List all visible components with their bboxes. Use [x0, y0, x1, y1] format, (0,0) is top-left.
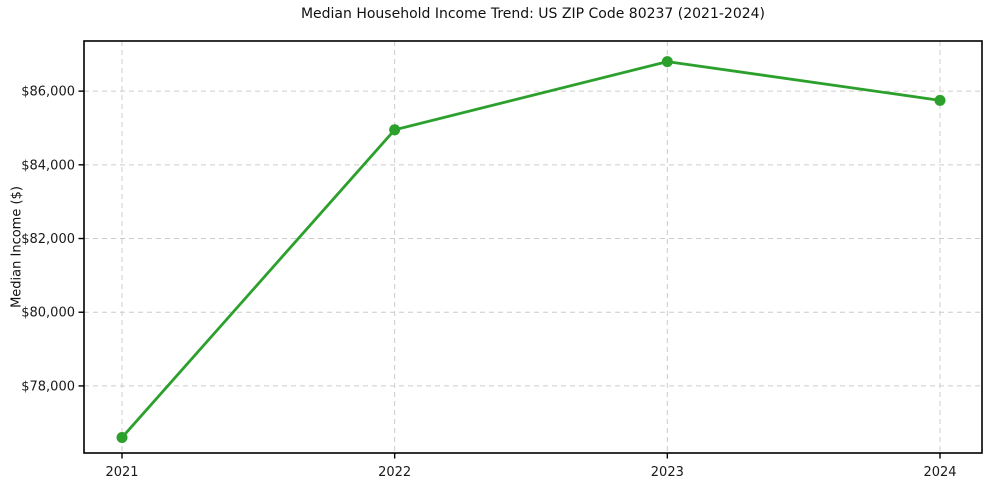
x-tick-label: 2024	[923, 465, 956, 480]
trend-line	[120, 60, 942, 439]
x-tick-label: 2023	[651, 465, 684, 480]
x-tick-label: 2021	[105, 465, 138, 480]
data-point-2022	[389, 124, 401, 136]
data-point-2021	[116, 432, 128, 444]
y-tick-label: $80,000	[21, 306, 75, 321]
y-tick-label: $82,000	[21, 232, 75, 247]
y-tick-label: $84,000	[21, 158, 75, 173]
data-point-2023	[661, 56, 673, 68]
y-tick-label: $78,000	[21, 379, 75, 394]
x-tick-label: 2022	[378, 465, 411, 480]
y-tick-label: $86,000	[21, 85, 75, 100]
data-point-2024	[934, 94, 946, 106]
plot-border	[83, 40, 983, 454]
chart-title: Median Household Income Trend: US ZIP Co…	[300, 6, 766, 22]
